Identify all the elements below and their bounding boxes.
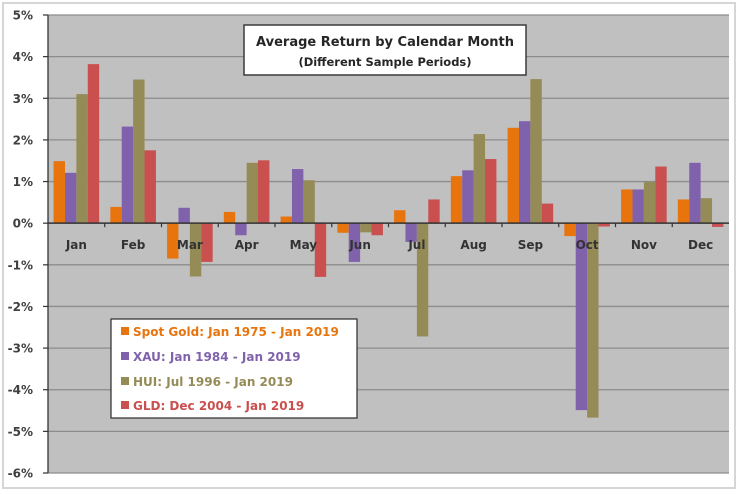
bar-xau-apr <box>235 223 247 236</box>
x-tick-label: Jan <box>65 238 87 252</box>
x-tick-label: Aug <box>460 238 486 252</box>
bar-spot-gold-dec <box>677 199 690 224</box>
bar-spot-gold-jul <box>394 210 406 224</box>
bar-hui-nov <box>643 181 656 224</box>
legend-swatch-xau <box>121 352 129 360</box>
bar-gld-aug <box>485 159 497 224</box>
bar-gld-apr <box>258 160 270 224</box>
x-tick-label: Feb <box>121 238 146 252</box>
bar-gld-sep <box>541 203 554 224</box>
bar-gld-may <box>314 223 327 277</box>
bar-hui-mar <box>189 223 202 277</box>
bar-hui-dec <box>700 198 713 224</box>
legend-frame <box>110 318 358 419</box>
bar-hui-apr <box>246 162 259 224</box>
bar-gld-jun <box>371 223 383 236</box>
bar-hui-aug <box>473 134 486 224</box>
bar-hui-jun <box>360 223 372 233</box>
bar-hui-jul <box>416 223 429 337</box>
y-tick-label: 5% <box>13 9 33 23</box>
bar-spot-gold-jan <box>53 161 65 224</box>
x-tick-label: Oct <box>576 238 599 252</box>
bar-hui-jan <box>76 94 88 224</box>
x-tick-label: Apr <box>235 238 259 252</box>
bar-xau-nov <box>632 189 644 224</box>
bars <box>53 64 724 418</box>
x-tick-label: Dec <box>688 238 713 252</box>
legend-item-xau: XAU: Jan 1984 - Jan 2019 <box>121 350 301 364</box>
title-box: Average Return by Calendar Month (Differ… <box>243 24 527 76</box>
y-tick-label: 3% <box>13 92 33 106</box>
y-tick-label: -3% <box>8 342 33 356</box>
y-tick-label: -5% <box>8 425 33 439</box>
bar-xau-jun <box>348 223 361 262</box>
legend-label-gld: GLD: Dec 2004 - Jan 2019 <box>133 399 304 413</box>
legend-item-gld: GLD: Dec 2004 - Jan 2019 <box>121 399 304 413</box>
y-tick-label: 2% <box>13 133 33 147</box>
legend-label-xau: XAU: Jan 1984 - Jan 2019 <box>133 350 301 364</box>
bar-gld-mar <box>201 223 213 262</box>
bar-gld-dec <box>712 223 724 227</box>
y-tick-label: 4% <box>13 50 33 64</box>
legend-label-spot-gold: Spot Gold: Jan 1975 - Jan 2019 <box>133 325 339 339</box>
legend-swatch-gld <box>121 401 129 409</box>
gridlines <box>48 14 729 474</box>
legend-item-spot-gold: Spot Gold: Jan 1975 - Jan 2019 <box>121 325 339 339</box>
bar-hui-oct <box>587 223 599 418</box>
y-tick-label: -2% <box>8 300 33 314</box>
bar-xau-aug <box>462 170 474 224</box>
bar-gld-feb <box>144 150 156 224</box>
legend: Spot Gold: Jan 1975 - Jan 2019 XAU: Jan … <box>110 318 358 419</box>
bar-gld-jul <box>428 199 440 224</box>
bar-gld-nov <box>655 166 667 224</box>
bar-xau-may <box>291 169 304 224</box>
bar-hui-sep <box>530 79 542 224</box>
bar-spot-gold-oct <box>564 223 576 237</box>
y-tick-label: -1% <box>8 258 33 272</box>
x-tick-label: Nov <box>631 238 657 252</box>
x-tick-label: Jun <box>348 238 371 252</box>
axes <box>43 14 729 474</box>
legend-swatch-hui <box>121 377 129 385</box>
y-tick-label: -6% <box>8 467 33 481</box>
bar-spot-gold-feb <box>110 206 122 224</box>
bar-gld-jan <box>87 64 100 224</box>
chart-subtitle: (Different Sample Periods) <box>298 55 471 69</box>
x-tick-labels: Jan Feb Mar Apr May Jun Jul Aug Sep Oct Nov Dec <box>65 238 713 252</box>
bar-xau-feb <box>121 126 134 224</box>
bar-spot-gold-mar <box>167 223 179 259</box>
y-tick-labels: 5% 4% 3% 2% 1% 0% -1% -2% -3% -4% -5% -6% <box>8 9 33 481</box>
legend-label-hui: HUI: Jul 1996 - Jan 2019 <box>133 375 293 389</box>
bar-xau-oct <box>575 223 588 411</box>
y-tick-label: 0% <box>13 217 33 231</box>
chart-title: Average Return by Calendar Month <box>256 35 514 50</box>
y-tick-label: 1% <box>13 175 33 189</box>
bar-spot-gold-may <box>280 216 292 224</box>
bar-spot-gold-nov <box>621 189 633 224</box>
bar-gld-oct <box>598 223 610 227</box>
bar-xau-mar <box>178 207 190 224</box>
x-tick-label: Jul <box>407 238 425 252</box>
bar-xau-sep <box>518 121 531 224</box>
title-box-frame <box>243 24 527 76</box>
bar-xau-jan <box>64 172 77 224</box>
bar-xau-dec <box>689 162 701 224</box>
x-tick-label: May <box>290 238 318 252</box>
legend-item-hui: HUI: Jul 1996 - Jan 2019 <box>121 375 293 389</box>
bar-spot-gold-sep <box>507 127 519 224</box>
legend-swatch-spot-gold <box>121 327 129 335</box>
x-tick-label: Mar <box>177 238 203 252</box>
x-tick-label: Sep <box>518 238 544 252</box>
bar-hui-feb <box>133 79 145 224</box>
y-tick-label: -4% <box>8 383 33 397</box>
bar-spot-gold-apr <box>223 211 236 224</box>
bar-hui-may <box>303 180 315 224</box>
bar-xau-jul <box>405 223 417 242</box>
bar-spot-gold-jun <box>337 223 349 233</box>
bar-spot-gold-aug <box>450 176 463 224</box>
